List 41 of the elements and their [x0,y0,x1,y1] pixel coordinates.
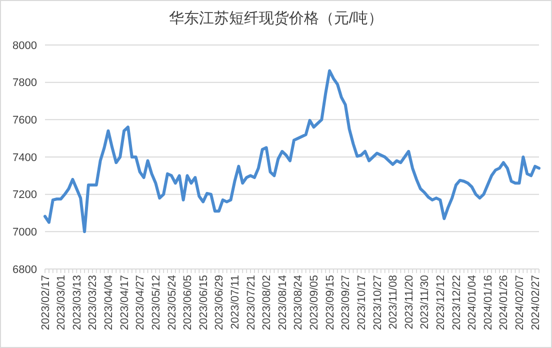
line-series [44,69,540,234]
y-tick-label: 7200 [12,189,37,202]
x-tick-label: 2023/03/01 [56,275,68,330]
x-tick-label: 2023/08/24 [292,275,305,330]
x-tick-label: 2023/09/27 [340,275,352,330]
x-tick-label: 2023/06/29 [214,275,226,330]
y-tick-label: 7000 [12,226,37,239]
x-tick-label: 2023/07/21 [245,275,258,330]
x-tick-label: 2023/05/24 [166,275,178,330]
x-tick-label: 2023/06/15 [198,275,210,330]
x-tick-label: 2023/09/05 [308,275,321,330]
x-tick-label: 2023/09/15 [324,275,336,330]
chart-title: 华东江苏短纤现货价格（元/吨） [168,9,384,28]
x-tick-label: 2023/11/30 [419,275,432,330]
x-tick-label: 2024/01/26 [498,275,510,330]
x-tick-label: 2024/02/07 [514,275,526,330]
x-tick-label: 2023/04/17 [118,275,131,330]
x-tick-label: 2023/04/27 [134,275,147,330]
x-tick-label: 2023/10/17 [356,275,368,330]
x-tick-label: 2024/01/04 [466,275,479,330]
x-tick-label: 2023/11/20 [403,275,416,330]
x-tick-label: 2023/05/12 [150,275,162,330]
x-tick-label: 2024/02/27 [530,275,542,330]
x-tick-label: 2024/01/16 [482,275,494,330]
x-tick-label: 2023/08/14 [276,275,289,330]
x-tick-label: 2023/04/04 [103,275,116,330]
x-tick-label: 2023/06/05 [182,275,194,330]
y-tick-label: 7600 [12,114,37,127]
x-tick-label: 2023/03/23 [87,275,100,330]
y-tick-label: 7400 [12,152,37,164]
y-tick-label: 7800 [12,77,37,90]
x-tick-label: 2023/08/02 [261,275,274,330]
x-tick-label: 2023/07/11 [230,275,242,330]
x-tick-label: 2023/11/08 [388,275,400,330]
y-tick-label: 8000 [12,40,37,52]
x-tick-label: 2023/12/12 [435,275,448,330]
y-tick-label: 6800 [12,264,37,276]
x-tick-label: 2023/03/13 [71,275,84,330]
x-tick-label: 2023/10/27 [372,275,384,330]
x-tick-label: 2023/02/17 [40,275,52,330]
x-tick-label: 2023/12/22 [450,275,463,330]
